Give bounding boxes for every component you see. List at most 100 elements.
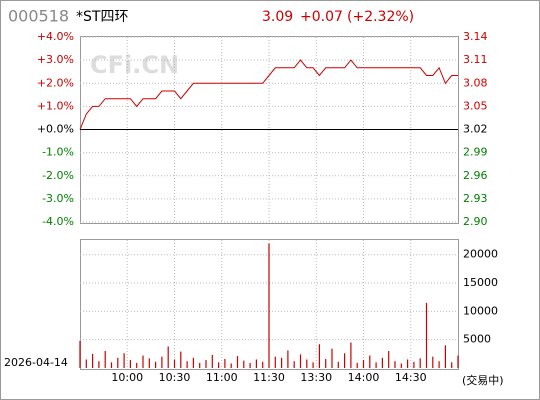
volume-bar [356, 362, 358, 368]
watermark: CFi.CN [90, 51, 179, 79]
x-tick-label: 11:00 [206, 371, 238, 384]
volume-bar [350, 342, 352, 368]
volume-bar [306, 359, 308, 368]
volume-bar [110, 362, 113, 368]
y-tick-label: +1.0% [37, 99, 74, 112]
y2-tick-label: 3.05 [463, 99, 488, 112]
volume-bar [180, 351, 182, 368]
volume-bar [205, 360, 207, 368]
volume-bar [388, 351, 390, 368]
volume-bar [199, 362, 201, 368]
volume-bar [236, 356, 239, 368]
y2-tick-label: 3.11 [463, 53, 488, 66]
volume-bar [148, 358, 150, 368]
price-change: +0.07 [300, 9, 343, 25]
volume-bar [255, 359, 257, 368]
volume-bar [142, 355, 144, 368]
volume-bar [407, 359, 409, 368]
volume-bar [318, 344, 320, 368]
volume-bar [438, 361, 440, 368]
stock-code: 000518 [8, 7, 69, 26]
y-tick-label: -1.0% [42, 146, 74, 159]
volume-bar [224, 358, 226, 368]
volume-bar [381, 357, 383, 368]
y-tick-label: +3.0% [37, 53, 74, 66]
volume-bar [369, 355, 371, 368]
volume-bar [331, 348, 333, 368]
y-tick-label: +0.0% [37, 123, 74, 136]
volume-bar [268, 243, 270, 368]
volume-bar [400, 363, 402, 368]
y-tick-label: 15000 [463, 276, 498, 289]
volume-bar [262, 361, 264, 368]
volume-bar [92, 353, 94, 368]
volume-bar [79, 340, 81, 368]
volume-bar [287, 350, 289, 368]
volume-bar [104, 351, 106, 368]
y-tick-label: -2.0% [42, 169, 74, 182]
y-tick-label: +4.0% [37, 30, 74, 43]
stock-name: *ST四环 [76, 9, 128, 25]
volume-bar [192, 357, 194, 368]
volume-bar [211, 354, 213, 368]
volume-bar [129, 360, 131, 368]
y2-tick-label: 2.93 [463, 192, 488, 205]
volume-bar [457, 355, 459, 368]
volume-frame [80, 239, 459, 370]
volume-bar [312, 362, 314, 368]
x-tick-label: 13:30 [300, 371, 332, 384]
x-tick-label: 10:30 [159, 371, 191, 384]
volume-bar [375, 362, 377, 368]
y2-tick-label: 2.96 [463, 169, 488, 182]
y2-tick-label: 2.99 [463, 146, 488, 159]
trade-status: (交易中) [462, 373, 504, 387]
y-tick-label: 5000 [463, 333, 491, 346]
volume-bar [98, 361, 100, 368]
volume-bar [230, 363, 232, 368]
pct-change: (+2.32%) [347, 9, 414, 25]
y-tick-label: 10000 [463, 304, 498, 317]
volume-bar [161, 356, 163, 368]
volume-bar [394, 361, 396, 368]
volume-bar [425, 302, 428, 368]
volume-bar [419, 358, 421, 368]
volume-bar [136, 362, 138, 368]
volume-bar [249, 362, 251, 368]
x-tick-label: 11:30 [253, 371, 285, 384]
volume-bar [293, 361, 295, 368]
volume-bar [325, 358, 327, 368]
volume-bar [117, 357, 119, 368]
volume-bar [186, 361, 188, 368]
volume-bar [451, 362, 453, 368]
x-tick-label: 14:00 [348, 371, 380, 384]
last-price: 3.09 [262, 9, 293, 25]
y2-tick-label: 3.02 [463, 123, 488, 136]
volume-bar [432, 356, 434, 368]
volume-bar [123, 353, 125, 368]
volume-bar [413, 361, 415, 368]
x-tick-label: 10:00 [111, 371, 143, 384]
y-tick-label: -4.0% [42, 215, 74, 228]
y2-tick-label: 2.90 [463, 215, 488, 228]
volume-bar [155, 361, 157, 368]
volume-bar [274, 356, 276, 368]
volume-bar [344, 353, 346, 368]
y-tick-label: 20000 [463, 248, 498, 261]
volume-bar [243, 360, 245, 368]
x-tick-label: 14:30 [395, 371, 427, 384]
volume-bar [173, 359, 176, 368]
volume-bar [281, 357, 283, 368]
trade-date: 2026-04-14 [4, 356, 68, 369]
price-line [79, 59, 458, 130]
volume-bar [337, 361, 339, 368]
volume-bar [218, 362, 220, 368]
volume-bar [362, 360, 365, 368]
y-tick-label: -3.0% [42, 192, 74, 205]
volume-bar [85, 359, 87, 368]
y-tick-label: +2.0% [37, 76, 74, 89]
volume-bar [444, 345, 446, 368]
y2-tick-label: 3.08 [463, 76, 488, 89]
y2-tick-label: 3.14 [463, 30, 488, 43]
volume-bar [167, 346, 169, 368]
